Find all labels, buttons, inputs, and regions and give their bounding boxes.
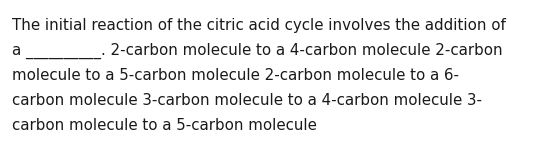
Text: carbon molecule to a 5-carbon molecule: carbon molecule to a 5-carbon molecule xyxy=(12,118,317,133)
Text: molecule to a 5-carbon molecule 2-carbon molecule to a 6-: molecule to a 5-carbon molecule 2-carbon… xyxy=(12,68,459,83)
Text: a __________. 2-carbon molecule to a 4-carbon molecule 2-carbon: a __________. 2-carbon molecule to a 4-c… xyxy=(12,43,503,59)
Text: carbon molecule 3-carbon molecule to a 4-carbon molecule 3-: carbon molecule 3-carbon molecule to a 4… xyxy=(12,93,482,108)
Text: The initial reaction of the citric acid cycle involves the addition of: The initial reaction of the citric acid … xyxy=(12,18,506,33)
